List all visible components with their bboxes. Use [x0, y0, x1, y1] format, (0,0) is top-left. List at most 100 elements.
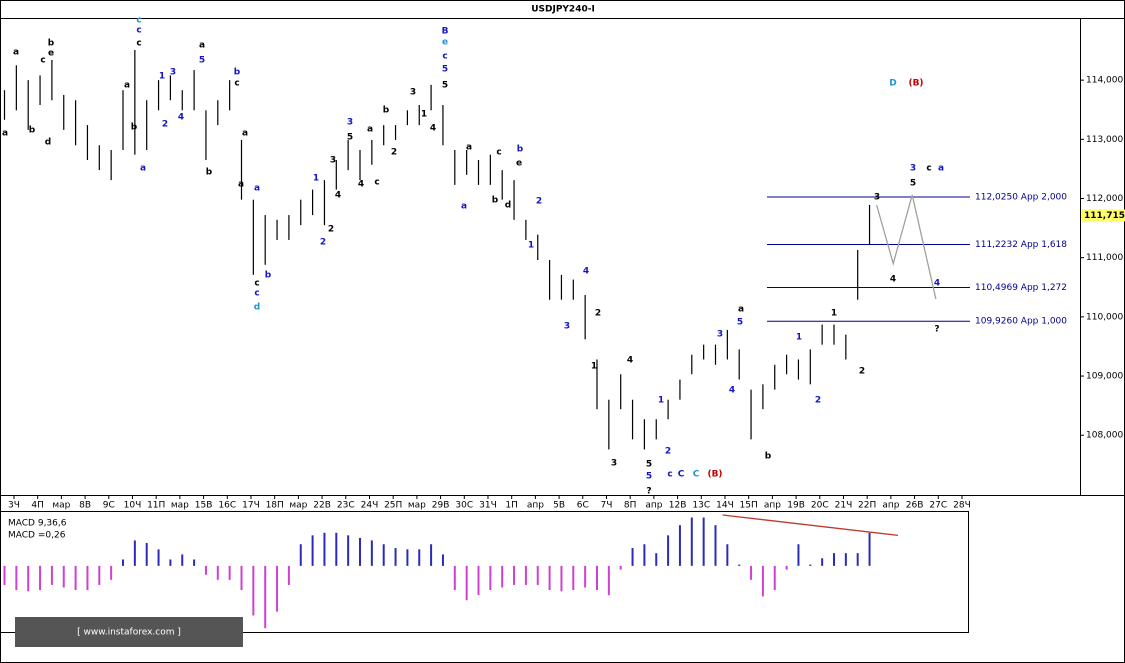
wave-label: b — [131, 123, 138, 133]
wave-label: b — [234, 68, 241, 78]
x-tick-label: 15П — [740, 501, 758, 511]
wave-label: 4 — [890, 275, 896, 285]
wave-label: 2 — [162, 120, 168, 130]
watermark: [ www.instaforex.com ] — [77, 628, 181, 638]
x-tick-label: 17Ч — [242, 501, 260, 511]
fib-label-bg — [972, 238, 1064, 251]
wave-label: c — [667, 470, 672, 480]
y-tick-label: 111,000 — [1086, 253, 1123, 263]
wave-label: 2 — [328, 225, 334, 235]
wave-label: a — [254, 184, 260, 194]
wave-label: 2 — [536, 197, 542, 207]
x-tick-label: 24Ч — [361, 501, 379, 511]
wave-label: c — [136, 16, 141, 26]
wave-label: e — [442, 38, 448, 48]
wave-label: d — [254, 303, 260, 313]
y-tick-label: 114,000 — [1086, 76, 1123, 86]
y-tick-label: 108,000 — [1086, 431, 1123, 441]
wave-label: 4 — [335, 191, 341, 201]
wave-label: b — [383, 106, 390, 116]
x-tick-label: 10Ч — [124, 501, 142, 511]
x-tick-label: апр — [882, 501, 899, 511]
wave-label: a — [466, 143, 472, 153]
wave-label: 4 — [430, 124, 436, 134]
y-tick-label: 113,000 — [1086, 135, 1123, 145]
wave-label: 3 — [910, 164, 916, 174]
wave-label: 3 — [330, 156, 336, 166]
wave-label: 5 — [737, 318, 743, 328]
wave-label: b — [517, 145, 524, 155]
wave-label: 5 — [199, 56, 205, 66]
wave-label: 5 — [442, 65, 448, 75]
wave-label: (B) — [908, 79, 923, 89]
wave-label: b — [206, 168, 213, 178]
x-tick-label: 5В — [553, 501, 565, 511]
wave-label: d — [45, 138, 51, 148]
x-tick-label: 7Ч — [601, 501, 613, 511]
x-tick-label: апр — [764, 501, 781, 511]
watermark-box — [15, 617, 243, 647]
fib-label: 112,0250 App 2,000 — [975, 193, 1067, 203]
x-tick-label: 22П — [858, 501, 876, 511]
x-tick-label: 30С — [455, 501, 473, 511]
wave-label: 1 — [313, 174, 319, 184]
wave-label: e — [48, 49, 54, 59]
wave-label: ? — [646, 487, 651, 497]
x-tick-label: 9С — [103, 501, 115, 511]
wave-label: d — [505, 201, 511, 211]
wave-label: a — [238, 180, 244, 190]
wave-label: 2 — [320, 238, 326, 248]
wave-label: 2 — [815, 396, 821, 406]
y-tick-label: 110,000 — [1086, 312, 1123, 322]
wave-label: a — [242, 129, 248, 139]
wave-label: 5 — [347, 133, 353, 143]
x-tick-label: 1П — [505, 501, 518, 511]
x-tick-label: 31Ч — [479, 501, 497, 511]
x-tick-label: 28Ч — [953, 501, 971, 511]
x-tick-label: 26В — [906, 501, 924, 511]
wave-label: e — [516, 159, 522, 169]
wave-label: b — [29, 126, 36, 136]
wave-label: c — [374, 178, 379, 188]
chart-title: USDJPY240-I — [531, 5, 595, 15]
wave-label: C — [678, 470, 685, 480]
wave-label: 4 — [934, 279, 940, 289]
projection — [876, 194, 937, 300]
wave-label: c — [254, 289, 259, 299]
wave-label: 4 — [583, 267, 589, 277]
wave-label: a — [367, 125, 373, 135]
x-tick-label: мар — [289, 501, 307, 511]
x-tick-label: мар — [171, 501, 189, 511]
wave-label: 5 — [442, 81, 448, 91]
wave-label: 4 — [627, 356, 633, 366]
x-tick-label: мар — [52, 501, 70, 511]
x-tick-label: апр — [527, 501, 544, 511]
wave-label: D — [889, 79, 896, 89]
x-tick-label: 12В — [669, 501, 687, 511]
x-tick-label: 29В — [432, 501, 450, 511]
fib-label-bg — [972, 281, 1064, 294]
x-tick-label: 14Ч — [716, 501, 734, 511]
x-tick-label: 4П — [31, 501, 44, 511]
wave-label: a — [13, 48, 19, 58]
wave-label: 4 — [729, 386, 735, 396]
macd-divergence — [722, 514, 899, 536]
wave-label: a — [2, 129, 8, 139]
y-tick-label: 109,000 — [1086, 372, 1123, 382]
wave-label: 2 — [391, 148, 397, 158]
wave-label: b — [48, 39, 55, 49]
wave-label: 4 — [358, 180, 364, 190]
wave-label: 4 — [178, 113, 184, 123]
wave-label: b — [765, 452, 772, 462]
x-tick-label: 8П — [624, 501, 637, 511]
wave-label: a — [738, 305, 744, 315]
wave-label: 1 — [421, 110, 427, 120]
macd-name: MACD 9,36,6 — [8, 519, 67, 529]
wave-label: (B) — [707, 470, 722, 480]
x-tick-label: 13С — [692, 501, 710, 511]
wave-label: 5 — [646, 472, 652, 482]
wave-label: a — [938, 164, 944, 174]
wave-label: c — [496, 148, 501, 158]
wave-label: 3 — [717, 330, 723, 340]
